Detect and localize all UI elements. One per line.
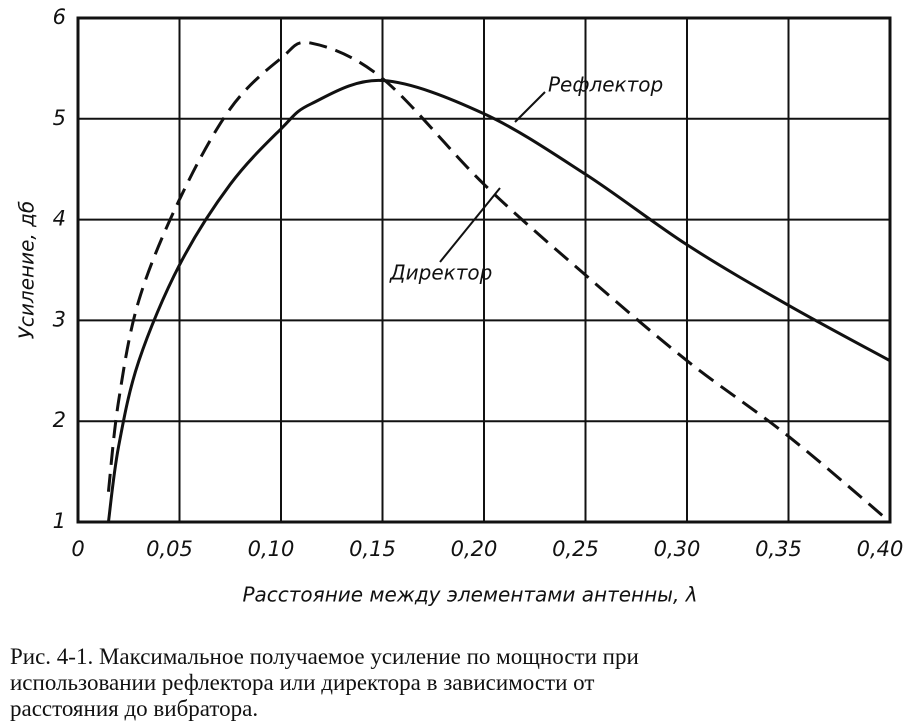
series-line xyxy=(106,40,891,524)
y-tick-label: 1 xyxy=(53,509,66,533)
plot-frame xyxy=(76,16,892,524)
x-tick-label: 0,35 xyxy=(755,537,802,561)
y-axis-label: Усиление, дб xyxy=(15,201,39,340)
x-tick-label: 0,05 xyxy=(146,537,193,561)
caption-line: использовании рефлектора или директора в… xyxy=(10,670,594,695)
x-tick-label: 0,20 xyxy=(451,537,498,561)
series-line xyxy=(106,78,891,523)
x-tick-label: 0 xyxy=(71,537,84,561)
y-tick-label: 3 xyxy=(53,307,66,331)
x-tick-label: 0,10 xyxy=(248,537,295,561)
y-tick-label: 2 xyxy=(53,408,66,432)
x-axis-label: Расстояние между элементами антенны, λ xyxy=(242,583,697,607)
leader-line xyxy=(439,187,501,263)
caption-line: расстояния до вибратора. xyxy=(10,696,258,721)
y-tick-label: 6 xyxy=(53,5,66,29)
series-annotation: Директор xyxy=(389,261,492,285)
y-tick-label: 5 xyxy=(53,106,66,130)
series-annotation: Рефлектор xyxy=(548,73,663,97)
x-tick-label: 0,40 xyxy=(857,537,904,561)
leader-line xyxy=(514,91,546,123)
y-tick-label: 4 xyxy=(53,207,66,231)
caption-line: Рис. 4-1. Максимальное получаемое усилен… xyxy=(10,644,639,669)
x-tick-label: 0,15 xyxy=(349,537,396,561)
x-tick-label: 0,30 xyxy=(654,537,701,561)
x-tick-label: 0,25 xyxy=(552,537,599,561)
